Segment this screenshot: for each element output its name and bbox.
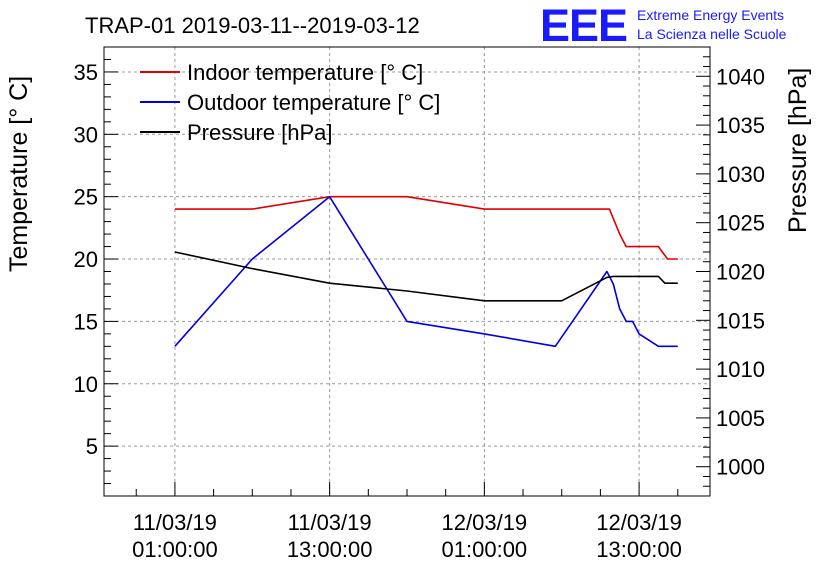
x-tick-label-time: 01:00:00 bbox=[442, 537, 528, 562]
legend-label-1: Indoor temperature [° C] bbox=[187, 60, 423, 85]
legend: Indoor temperature [° C] Outdoor temperat… bbox=[140, 60, 440, 145]
y-tick-label: 30 bbox=[74, 122, 98, 147]
series-layer bbox=[174, 195, 678, 348]
legend-label-3: Pressure [hPa] bbox=[187, 120, 333, 145]
y2-tick-label: 1015 bbox=[716, 308, 765, 333]
y-tick-label: 5 bbox=[86, 434, 98, 459]
y2-tick-label: 1020 bbox=[716, 260, 765, 285]
x-tick-label-time: 13:00:00 bbox=[287, 537, 373, 562]
y2-tick-label: 1030 bbox=[716, 162, 765, 187]
chart-title: TRAP-01 2019-03-11--2019-03-12 bbox=[85, 13, 420, 38]
y-tick-label: 15 bbox=[74, 309, 98, 334]
y-tick-label: 35 bbox=[74, 60, 98, 85]
series-line-3 bbox=[174, 251, 678, 302]
legend-label-2: Outdoor temperature [° C] bbox=[187, 90, 440, 115]
series-line-2 bbox=[174, 195, 678, 348]
y2-tick-label: 1035 bbox=[716, 113, 765, 138]
y2-tick-label: 1010 bbox=[716, 357, 765, 382]
y2-tick-label: 1000 bbox=[716, 455, 765, 480]
y2-tick-label: 1040 bbox=[716, 64, 765, 89]
y2-axis-label: Pressure [hPa] bbox=[784, 68, 812, 233]
branding-line-2: La Scienza nelle Scuole bbox=[637, 26, 787, 42]
labels: TRAP-01 2019-03-11--2019-03-12 EEE Extre… bbox=[5, 0, 812, 272]
x-tick-label-date: 12/03/19 bbox=[596, 510, 682, 535]
x-tick-label-time: 13:00:00 bbox=[596, 537, 682, 562]
x-tick-label-date: 11/03/19 bbox=[288, 510, 372, 535]
axes: 5101520253035100010051010101510201025103… bbox=[74, 46, 765, 562]
y-tick-label: 25 bbox=[74, 185, 98, 210]
x-tick-label-date: 11/03/19 bbox=[133, 510, 217, 535]
eee-logo: EEE bbox=[540, 0, 627, 51]
y2-tick-label: 1005 bbox=[716, 406, 765, 431]
x-tick-label-date: 12/03/19 bbox=[442, 510, 528, 535]
branding-line-1: Extreme Energy Events bbox=[637, 7, 784, 23]
y2-tick-label: 1025 bbox=[716, 211, 765, 236]
y-axis-label: Temperature [° C] bbox=[5, 76, 33, 272]
y-tick-label: 10 bbox=[74, 372, 98, 397]
y-tick-label: 20 bbox=[74, 247, 98, 272]
x-tick-label-time: 01:00:00 bbox=[132, 537, 218, 562]
